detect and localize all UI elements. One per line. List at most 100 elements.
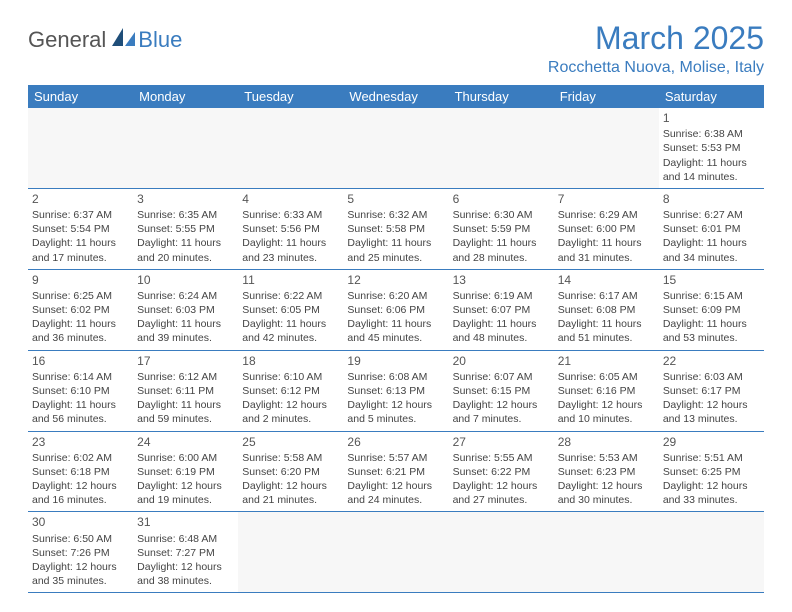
empty-cell xyxy=(449,512,554,593)
sunrise-line: Sunrise: 6:33 AM xyxy=(242,208,339,222)
day-cell: 27Sunrise: 5:55 AMSunset: 6:22 PMDayligh… xyxy=(449,431,554,512)
day-cell: 24Sunrise: 6:00 AMSunset: 6:19 PMDayligh… xyxy=(133,431,238,512)
day-number: 18 xyxy=(242,353,339,369)
sunset-line: Sunset: 7:27 PM xyxy=(137,546,234,560)
day-cell: 18Sunrise: 6:10 AMSunset: 6:12 PMDayligh… xyxy=(238,350,343,431)
daylight-line: Daylight: 12 hours and 21 minutes. xyxy=(242,479,339,507)
daylight-line: Daylight: 11 hours and 17 minutes. xyxy=(32,236,129,264)
daylight-line: Daylight: 12 hours and 7 minutes. xyxy=(453,398,550,426)
sunrise-line: Sunrise: 6:48 AM xyxy=(137,532,234,546)
weekday-header: Friday xyxy=(554,85,659,108)
logo: General Blue xyxy=(28,26,182,53)
empty-cell xyxy=(238,512,343,593)
sunrise-line: Sunrise: 6:20 AM xyxy=(347,289,444,303)
day-number: 19 xyxy=(347,353,444,369)
sunset-line: Sunset: 5:55 PM xyxy=(137,222,234,236)
sunset-line: Sunset: 6:05 PM xyxy=(242,303,339,317)
sunset-line: Sunset: 6:07 PM xyxy=(453,303,550,317)
sunrise-line: Sunrise: 6:15 AM xyxy=(663,289,760,303)
day-cell: 22Sunrise: 6:03 AMSunset: 6:17 PMDayligh… xyxy=(659,350,764,431)
daylight-line: Daylight: 11 hours and 28 minutes. xyxy=(453,236,550,264)
day-cell: 4Sunrise: 6:33 AMSunset: 5:56 PMDaylight… xyxy=(238,188,343,269)
sunrise-line: Sunrise: 6:12 AM xyxy=(137,370,234,384)
empty-cell xyxy=(133,108,238,188)
sunset-line: Sunset: 6:18 PM xyxy=(32,465,129,479)
day-number: 15 xyxy=(663,272,760,288)
weekday-header: Tuesday xyxy=(238,85,343,108)
day-number: 13 xyxy=(453,272,550,288)
sunrise-line: Sunrise: 6:29 AM xyxy=(558,208,655,222)
header: General Blue March 2025 Rocchetta Nuova,… xyxy=(28,20,764,77)
day-number: 12 xyxy=(347,272,444,288)
weekday-header: Sunday xyxy=(28,85,133,108)
empty-cell xyxy=(554,108,659,188)
weekday-header: Wednesday xyxy=(343,85,448,108)
daylight-line: Daylight: 12 hours and 27 minutes. xyxy=(453,479,550,507)
empty-cell xyxy=(554,512,659,593)
day-number: 11 xyxy=(242,272,339,288)
sunset-line: Sunset: 6:00 PM xyxy=(558,222,655,236)
day-cell: 19Sunrise: 6:08 AMSunset: 6:13 PMDayligh… xyxy=(343,350,448,431)
daylight-line: Daylight: 11 hours and 39 minutes. xyxy=(137,317,234,345)
sunset-line: Sunset: 6:10 PM xyxy=(32,384,129,398)
daylight-line: Daylight: 12 hours and 16 minutes. xyxy=(32,479,129,507)
daylight-line: Daylight: 12 hours and 2 minutes. xyxy=(242,398,339,426)
daylight-line: Daylight: 11 hours and 34 minutes. xyxy=(663,236,760,264)
sunrise-line: Sunrise: 6:50 AM xyxy=(32,532,129,546)
day-cell: 23Sunrise: 6:02 AMSunset: 6:18 PMDayligh… xyxy=(28,431,133,512)
sunrise-line: Sunrise: 6:10 AM xyxy=(242,370,339,384)
sunset-line: Sunset: 6:22 PM xyxy=(453,465,550,479)
title-block: March 2025 Rocchetta Nuova, Molise, Ital… xyxy=(548,20,764,77)
daylight-line: Daylight: 12 hours and 35 minutes. xyxy=(32,560,129,588)
daylight-line: Daylight: 11 hours and 42 minutes. xyxy=(242,317,339,345)
calendar-row: 1Sunrise: 6:38 AMSunset: 5:53 PMDaylight… xyxy=(28,108,764,188)
sunset-line: Sunset: 5:58 PM xyxy=(347,222,444,236)
day-cell: 29Sunrise: 5:51 AMSunset: 6:25 PMDayligh… xyxy=(659,431,764,512)
weekday-header: Saturday xyxy=(659,85,764,108)
day-number: 2 xyxy=(32,191,129,207)
daylight-line: Daylight: 11 hours and 53 minutes. xyxy=(663,317,760,345)
month-title: March 2025 xyxy=(548,20,764,57)
sunrise-line: Sunrise: 6:32 AM xyxy=(347,208,444,222)
day-number: 24 xyxy=(137,434,234,450)
day-cell: 25Sunrise: 5:58 AMSunset: 6:20 PMDayligh… xyxy=(238,431,343,512)
day-number: 23 xyxy=(32,434,129,450)
sunrise-line: Sunrise: 6:24 AM xyxy=(137,289,234,303)
sunset-line: Sunset: 6:13 PM xyxy=(347,384,444,398)
sunrise-line: Sunrise: 6:07 AM xyxy=(453,370,550,384)
sunrise-line: Sunrise: 6:25 AM xyxy=(32,289,129,303)
sunrise-line: Sunrise: 6:30 AM xyxy=(453,208,550,222)
sunrise-line: Sunrise: 6:22 AM xyxy=(242,289,339,303)
empty-cell xyxy=(238,108,343,188)
daylight-line: Daylight: 12 hours and 24 minutes. xyxy=(347,479,444,507)
sunrise-line: Sunrise: 6:35 AM xyxy=(137,208,234,222)
weekday-header-row: SundayMondayTuesdayWednesdayThursdayFrid… xyxy=(28,85,764,108)
calendar-row: 9Sunrise: 6:25 AMSunset: 6:02 PMDaylight… xyxy=(28,269,764,350)
sunset-line: Sunset: 6:03 PM xyxy=(137,303,234,317)
sunrise-line: Sunrise: 6:19 AM xyxy=(453,289,550,303)
day-cell: 5Sunrise: 6:32 AMSunset: 5:58 PMDaylight… xyxy=(343,188,448,269)
day-cell: 3Sunrise: 6:35 AMSunset: 5:55 PMDaylight… xyxy=(133,188,238,269)
calendar-body: 1Sunrise: 6:38 AMSunset: 5:53 PMDaylight… xyxy=(28,108,764,593)
sunset-line: Sunset: 6:19 PM xyxy=(137,465,234,479)
calendar-table: SundayMondayTuesdayWednesdayThursdayFrid… xyxy=(28,85,764,593)
empty-cell xyxy=(28,108,133,188)
sunrise-line: Sunrise: 6:03 AM xyxy=(663,370,760,384)
day-number: 20 xyxy=(453,353,550,369)
sunset-line: Sunset: 5:53 PM xyxy=(663,141,760,155)
sunset-line: Sunset: 6:08 PM xyxy=(558,303,655,317)
daylight-line: Daylight: 11 hours and 51 minutes. xyxy=(558,317,655,345)
day-number: 6 xyxy=(453,191,550,207)
sunset-line: Sunset: 6:01 PM xyxy=(663,222,760,236)
day-cell: 7Sunrise: 6:29 AMSunset: 6:00 PMDaylight… xyxy=(554,188,659,269)
sunrise-line: Sunrise: 6:08 AM xyxy=(347,370,444,384)
sunset-line: Sunset: 5:56 PM xyxy=(242,222,339,236)
day-number: 30 xyxy=(32,514,129,530)
day-number: 5 xyxy=(347,191,444,207)
day-number: 9 xyxy=(32,272,129,288)
sunrise-line: Sunrise: 5:57 AM xyxy=(347,451,444,465)
day-cell: 12Sunrise: 6:20 AMSunset: 6:06 PMDayligh… xyxy=(343,269,448,350)
day-number: 27 xyxy=(453,434,550,450)
day-cell: 13Sunrise: 6:19 AMSunset: 6:07 PMDayligh… xyxy=(449,269,554,350)
day-cell: 14Sunrise: 6:17 AMSunset: 6:08 PMDayligh… xyxy=(554,269,659,350)
